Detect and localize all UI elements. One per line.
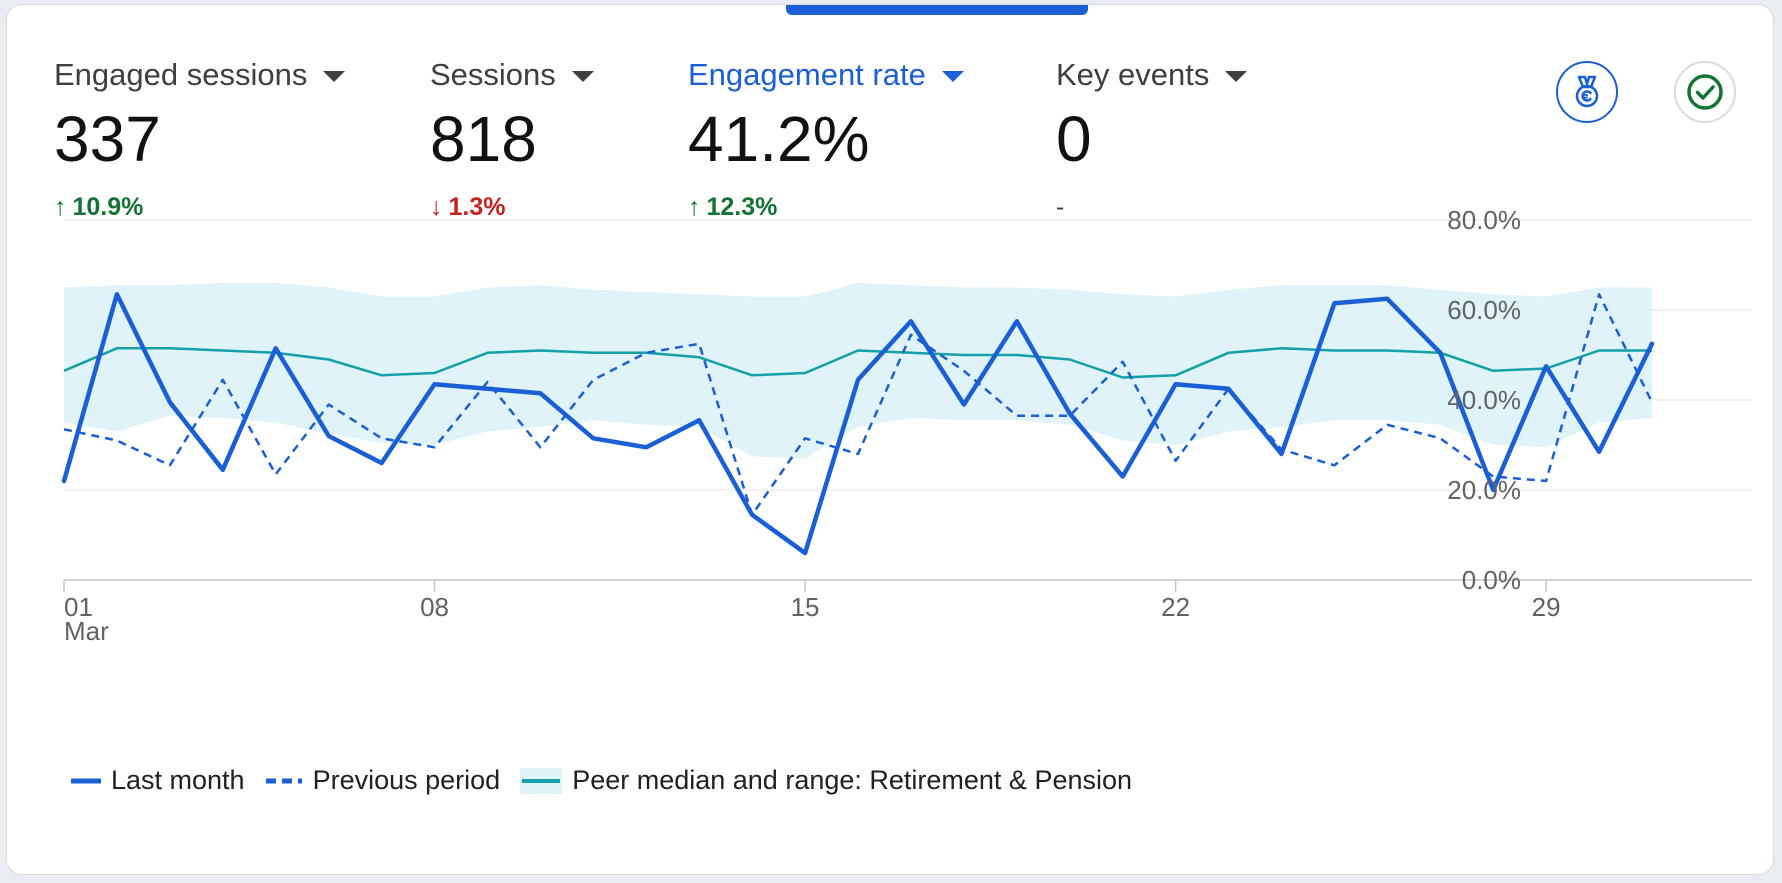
arrow-up-icon: ↑ xyxy=(54,193,67,221)
metric-change-value: 12.3% xyxy=(706,193,778,221)
chart-legend: Last month Previous period Peer median a… xyxy=(71,765,1152,796)
metric-engagement-rate[interactable]: Engagement rate 41.2% ↑ 12.3% xyxy=(688,57,964,237)
metric-change-value: - xyxy=(1056,193,1065,221)
solid-line-swatch xyxy=(71,778,101,783)
legend-label: Peer median and range: Retirement & Pens… xyxy=(572,765,1133,795)
dashed-line-swatch xyxy=(265,778,302,783)
legend-item-previous-period[interactable]: Previous period xyxy=(265,765,501,796)
y-tick-label: 80.0% xyxy=(1447,205,1521,235)
x-tick-label: 01 xyxy=(64,592,93,622)
legend-label: Last month xyxy=(111,765,245,795)
metric-value: 41.2% xyxy=(688,103,870,175)
caret-down-icon[interactable] xyxy=(323,71,346,82)
metric-change: ↓ 1.3% xyxy=(430,193,594,222)
peer-range-band xyxy=(64,283,1652,459)
x-tick-label: 22 xyxy=(1161,592,1190,622)
metric-engaged-sessions[interactable]: Engaged sessions 337 ↑ 10.9% xyxy=(54,57,346,237)
metric-value: 818 xyxy=(430,103,537,175)
engagement-card: Engaged sessions 337 ↑ 10.9% Sessions 81… xyxy=(6,4,1774,875)
metric-key-events[interactable]: Key events 0 - xyxy=(1056,57,1248,237)
y-tick-label: 40.0% xyxy=(1447,385,1521,415)
legend-label: Previous period xyxy=(312,765,501,795)
series-line-last-month xyxy=(61,292,1655,556)
metric-change: ↑ 10.9% xyxy=(54,193,345,222)
y-tick-label: 20.0% xyxy=(1447,475,1521,505)
x-tick-label: 08 xyxy=(420,592,449,622)
metric-change-value: 10.9% xyxy=(72,193,144,221)
series-line-peer-median xyxy=(63,347,1652,379)
metric-label: Engagement rate xyxy=(688,57,926,92)
caret-down-icon[interactable] xyxy=(571,71,594,82)
metric-label: Engaged sessions xyxy=(54,57,308,92)
y-tick-label: 60.0% xyxy=(1447,295,1521,325)
metric-sessions[interactable]: Sessions 818 ↓ 1.3% xyxy=(430,57,594,237)
medal-button[interactable] xyxy=(1556,61,1618,123)
legend-item-last-month[interactable]: Last month xyxy=(71,765,245,796)
metric-header[interactable]: Engaged sessions xyxy=(54,57,346,93)
metric-change-value: 1.3% xyxy=(448,193,506,221)
legend-item-peer[interactable]: Peer median and range: Retirement & Pens… xyxy=(520,765,1132,796)
arrow-up-icon: ↑ xyxy=(688,193,701,221)
medal-icon xyxy=(1575,75,1599,108)
metric-change: ↑ 12.3% xyxy=(688,193,964,222)
x-tick-label: 15 xyxy=(791,592,820,622)
check-button[interactable] xyxy=(1674,61,1736,123)
caret-down-icon[interactable] xyxy=(941,71,964,82)
metric-label: Key events xyxy=(1056,57,1210,92)
band-swatch xyxy=(520,767,563,794)
metric-label: Sessions xyxy=(430,57,556,92)
metric-value: 337 xyxy=(54,103,161,175)
metric-header[interactable]: Engagement rate xyxy=(688,57,964,93)
series-line-previous-period xyxy=(63,293,1654,517)
x-tick-sublabel: Mar xyxy=(64,616,109,646)
metric-change: - xyxy=(1056,193,1247,222)
metric-header[interactable]: Sessions xyxy=(430,57,594,93)
x-tick-label: 29 xyxy=(1532,592,1561,622)
arrow-down-icon: ↓ xyxy=(430,193,443,221)
caret-down-icon[interactable] xyxy=(1225,71,1248,82)
metric-value: 0 xyxy=(1056,103,1092,175)
selected-tab-indicator xyxy=(786,5,1088,15)
y-tick-label: 0.0% xyxy=(1462,565,1521,595)
metric-header[interactable]: Key events xyxy=(1056,57,1248,93)
check-circle-icon xyxy=(1687,74,1723,110)
